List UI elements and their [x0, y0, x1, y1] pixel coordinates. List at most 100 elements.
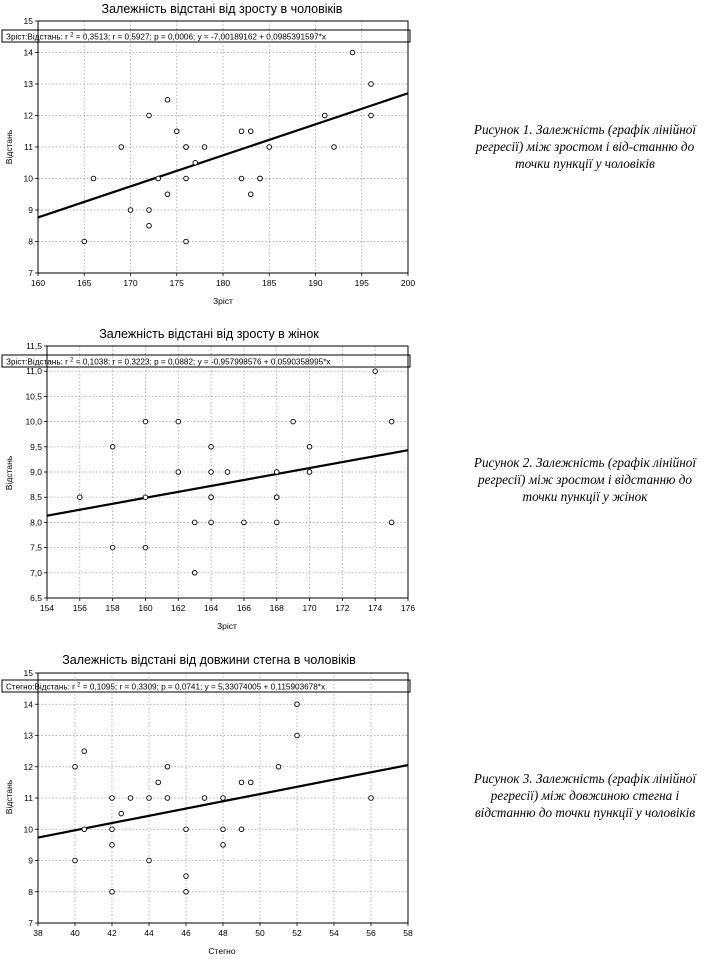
data-point	[146, 112, 152, 119]
figure-caption: Рисунок 2. Залежність (графік лінійної р…	[473, 455, 697, 504]
y-tick-label: 8,0	[30, 517, 42, 527]
plot-frame	[46, 345, 409, 599]
y-tick-label: 11	[24, 142, 33, 152]
data-point	[90, 175, 97, 182]
y-tick-label: 14	[24, 699, 34, 709]
data-point	[118, 810, 124, 817]
data-point	[266, 144, 273, 150]
x-tick-label: 162	[171, 603, 185, 613]
chart-3-svg: Залежність відстані від довжини стегна в…	[1, 653, 413, 956]
y-tick-label: 10,0	[25, 417, 42, 427]
x-axis-label: Стегно	[208, 946, 235, 956]
x-tick-label: 160	[31, 278, 45, 288]
chart-3: Залежність відстані від довжини стегна в…	[0, 646, 712, 959]
data-point	[368, 795, 374, 801]
data-point	[294, 732, 300, 739]
x-axis-label: Зріст	[213, 296, 233, 306]
x-tick-label: 170	[302, 603, 316, 613]
y-tick-label: 8	[28, 887, 33, 897]
data-point	[109, 888, 115, 895]
y-tick-label: 10,5	[25, 391, 42, 401]
data-point	[224, 469, 231, 475]
stats-box	[1, 29, 411, 43]
y-tick-label: 9	[28, 205, 33, 215]
data-point	[273, 494, 280, 500]
y-tick-label: 7,5	[30, 543, 42, 553]
data-point	[201, 795, 208, 801]
y-tick-label: 7	[28, 918, 33, 928]
x-tick-label: 40	[70, 928, 80, 938]
data-point	[142, 418, 149, 425]
data-point	[349, 49, 356, 56]
data-point	[208, 444, 214, 450]
data-point	[247, 191, 254, 197]
y-tick-label: 7	[28, 268, 33, 278]
y-tick-label: 12	[24, 111, 34, 121]
x-tick-label: 54	[329, 928, 339, 938]
data-point	[72, 763, 78, 770]
data-point	[191, 570, 198, 576]
data-point	[306, 469, 313, 475]
data-point	[201, 144, 208, 150]
stats-box	[1, 679, 411, 693]
y-tick-label: 8,5	[30, 492, 42, 502]
y-axis-label: Відстань	[4, 129, 14, 164]
data-point	[273, 519, 280, 526]
data-point	[220, 842, 226, 848]
data-point	[109, 444, 116, 450]
y-tick-label: 11,5	[26, 341, 42, 351]
y-tick-label: 15	[24, 668, 34, 678]
y-tick-label: 15	[24, 16, 34, 26]
x-tick-label: 44	[144, 928, 154, 938]
chart-title: Залежність відстані від зросту в жінок	[99, 327, 319, 341]
figure-caption: Рисунок 3. Залежність (графік лінійної р…	[473, 771, 697, 820]
x-tick-label: 174	[368, 603, 382, 613]
regression-line	[37, 764, 409, 839]
data-point	[164, 795, 171, 801]
data-point	[175, 418, 182, 425]
data-point	[155, 175, 161, 182]
x-tick-label: 200	[401, 278, 415, 288]
data-point	[290, 418, 296, 425]
stats-box	[1, 354, 411, 368]
plot-frame	[37, 20, 409, 274]
data-point	[142, 544, 149, 551]
data-point	[306, 444, 313, 450]
data-point	[192, 159, 198, 166]
x-tick-label: 176	[401, 603, 415, 613]
data-point	[81, 748, 87, 754]
data-point	[173, 128, 180, 134]
data-point	[146, 207, 152, 213]
data-point	[146, 795, 152, 801]
x-tick-label: 165	[77, 278, 91, 288]
x-tick-label: 38	[33, 928, 43, 938]
x-tick-label: 154	[40, 603, 54, 613]
chart-2-svg: Залежність відстані від зросту в жінок З…	[1, 327, 415, 631]
x-tick-label: 168	[270, 603, 284, 613]
y-tick-label: 13	[24, 731, 34, 741]
data-point	[109, 544, 116, 551]
data-point	[247, 128, 254, 134]
x-tick-label: 170	[123, 278, 137, 288]
x-tick-label: 56	[366, 928, 376, 938]
data-point	[109, 826, 115, 832]
data-point	[183, 888, 189, 895]
data-point	[191, 519, 198, 526]
y-tick-label: 9,5	[30, 442, 42, 452]
data-point	[72, 857, 78, 864]
x-tick-label: 42	[107, 928, 117, 938]
data-point	[238, 175, 245, 182]
x-tick-label: 166	[237, 603, 251, 613]
data-point	[155, 779, 161, 786]
data-point	[241, 519, 247, 526]
data-point	[273, 469, 280, 475]
data-point	[81, 826, 87, 832]
data-point	[238, 128, 245, 134]
data-point	[81, 238, 87, 245]
y-tick-label: 11	[24, 793, 33, 803]
x-tick-label: 185	[262, 278, 276, 288]
y-axis-label: Відстань	[4, 455, 14, 490]
y-tick-label: 8	[28, 237, 33, 247]
data-point	[388, 519, 395, 526]
stats-text: Стегно:Відстань: r 2 = 0,1095; r = 0,330…	[6, 683, 325, 692]
